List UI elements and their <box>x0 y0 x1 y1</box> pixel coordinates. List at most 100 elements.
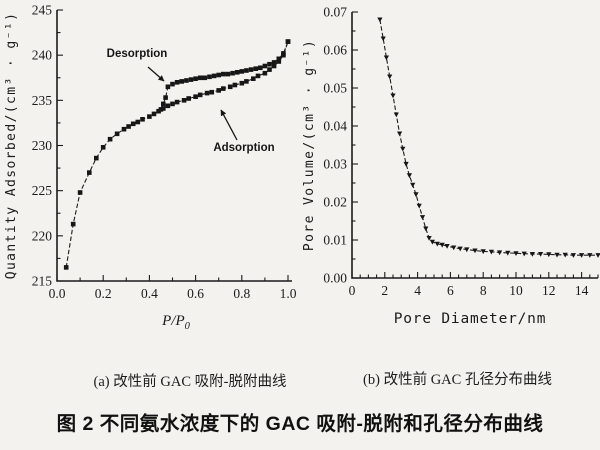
y-tick-label: 0.04 <box>323 119 347 134</box>
data-point-square <box>197 75 203 81</box>
data-point-square <box>77 190 83 195</box>
data-point-square <box>258 65 263 71</box>
data-point-triangle <box>380 36 386 42</box>
data-point-square <box>140 117 145 122</box>
data-point-triangle <box>434 241 440 247</box>
x-tick-label: 0.2 <box>95 286 112 301</box>
data-point-square <box>161 101 166 107</box>
data-point-square <box>130 121 136 127</box>
data-point-square <box>271 63 277 69</box>
data-point-square <box>87 170 92 175</box>
data-point-square <box>126 124 131 129</box>
x-tick-label: 0.4 <box>141 286 158 301</box>
data-point-triangle <box>562 252 568 258</box>
data-point-square <box>262 70 268 76</box>
data-point-triangle <box>546 252 552 258</box>
data-point-triangle <box>513 251 519 256</box>
data-point-triangle <box>554 252 560 258</box>
data-point-square <box>276 56 282 62</box>
x-tick-label: 2 <box>381 283 388 298</box>
data-point-square <box>253 66 258 71</box>
data-point-square <box>161 106 166 111</box>
y-tick-label: 245 <box>32 3 53 18</box>
x-axis-title: Pore Diameter/nm <box>394 311 546 327</box>
data-point-triangle <box>397 131 403 137</box>
x-tick-label: 0.6 <box>187 286 204 301</box>
data-point-square <box>188 77 194 82</box>
y-tick-label: 0.05 <box>323 81 347 96</box>
x-tick-label: 4 <box>414 283 421 298</box>
data-point-square <box>232 82 238 88</box>
data-point-square <box>255 73 261 79</box>
data-point-triangle <box>480 249 486 255</box>
data-point-triangle <box>423 226 429 232</box>
data-point-square <box>276 59 282 64</box>
data-point-square <box>174 80 180 85</box>
data-point-triangle <box>579 253 585 258</box>
data-point-triangle <box>439 242 445 248</box>
data-point-square <box>216 72 221 78</box>
adsorption-desorption-chart: 0.0 0.2 0.4 0.6 0.8 1.0 215 220 225 230 235 240 245 Q… <box>4 3 297 333</box>
data-point-square <box>251 76 256 81</box>
data-point-square <box>179 79 184 84</box>
data-point-square <box>221 71 226 77</box>
x-tick-label: 0 <box>349 283 356 298</box>
annotation-adsorption: Adsorption <box>213 142 274 154</box>
data-point-triangle <box>419 215 426 220</box>
data-point-square <box>163 95 168 100</box>
y-tick-label: 220 <box>32 228 53 243</box>
data-point-square <box>271 60 277 65</box>
data-point-square <box>262 63 268 69</box>
data-point-triangle <box>444 244 450 249</box>
y-tick-label: 0.00 <box>323 271 347 286</box>
data-point-triangle <box>538 252 544 257</box>
data-point-square <box>244 79 249 84</box>
series-line-pore-volume <box>379 19 598 256</box>
charts-canvas: 0.0 0.2 0.4 0.6 0.8 1.0215220225230235240245Q… <box>4 3 600 333</box>
data-point-square <box>227 84 233 90</box>
series-line-adsorption <box>65 41 289 268</box>
data-point-square <box>225 71 231 77</box>
x-tick-label: 0.0 <box>49 286 66 301</box>
subcaption-b: (b) 改性前 GAC 孔径分布曲线 <box>363 372 552 388</box>
data-point-square <box>281 51 286 56</box>
data-point-triangle <box>464 247 470 253</box>
data-point-square <box>181 98 187 103</box>
x-tick-label: 0.8 <box>233 286 250 301</box>
data-point-square <box>197 92 203 98</box>
data-point-triangle <box>390 93 396 99</box>
data-point-triangle <box>451 245 457 251</box>
figure-main-caption: 图 2 不同氨水浓度下的 GAC 吸附-脱附和孔径分布曲线 <box>56 413 544 435</box>
data-point-square <box>165 84 171 90</box>
data-point-square <box>244 68 249 73</box>
x-tick-label: 10 <box>509 283 523 298</box>
data-point-square <box>147 114 152 119</box>
data-point-square <box>94 155 99 161</box>
data-point-triangle <box>472 248 478 254</box>
data-point-triangle <box>505 250 511 256</box>
data-point-square <box>135 119 141 125</box>
data-point-square <box>207 74 212 80</box>
data-point-square <box>211 73 217 79</box>
y-tick-label: 0.03 <box>323 157 347 172</box>
data-point-triangle <box>426 236 432 241</box>
data-point-square <box>184 78 189 83</box>
data-point-square <box>63 265 69 270</box>
data-point-triangle <box>529 252 535 257</box>
y-axis-title: Pore Volume/(cm³ · g⁻¹) <box>302 39 317 251</box>
y-tick-label: 0.02 <box>323 195 347 210</box>
data-point-triangle <box>393 112 399 118</box>
data-point-square <box>114 131 120 137</box>
data-point-triangle <box>570 253 576 258</box>
y-tick-label: 225 <box>32 183 53 198</box>
axes-frame <box>351 12 598 279</box>
y-tick-label: 215 <box>32 274 53 289</box>
x-tick-label: 8 <box>480 283 487 298</box>
data-point-square <box>285 39 291 44</box>
annotation-arrow <box>220 109 238 141</box>
data-point-square <box>100 145 106 150</box>
data-point-square <box>193 94 198 99</box>
data-point-square <box>165 103 171 109</box>
data-point-triangle <box>488 249 494 255</box>
